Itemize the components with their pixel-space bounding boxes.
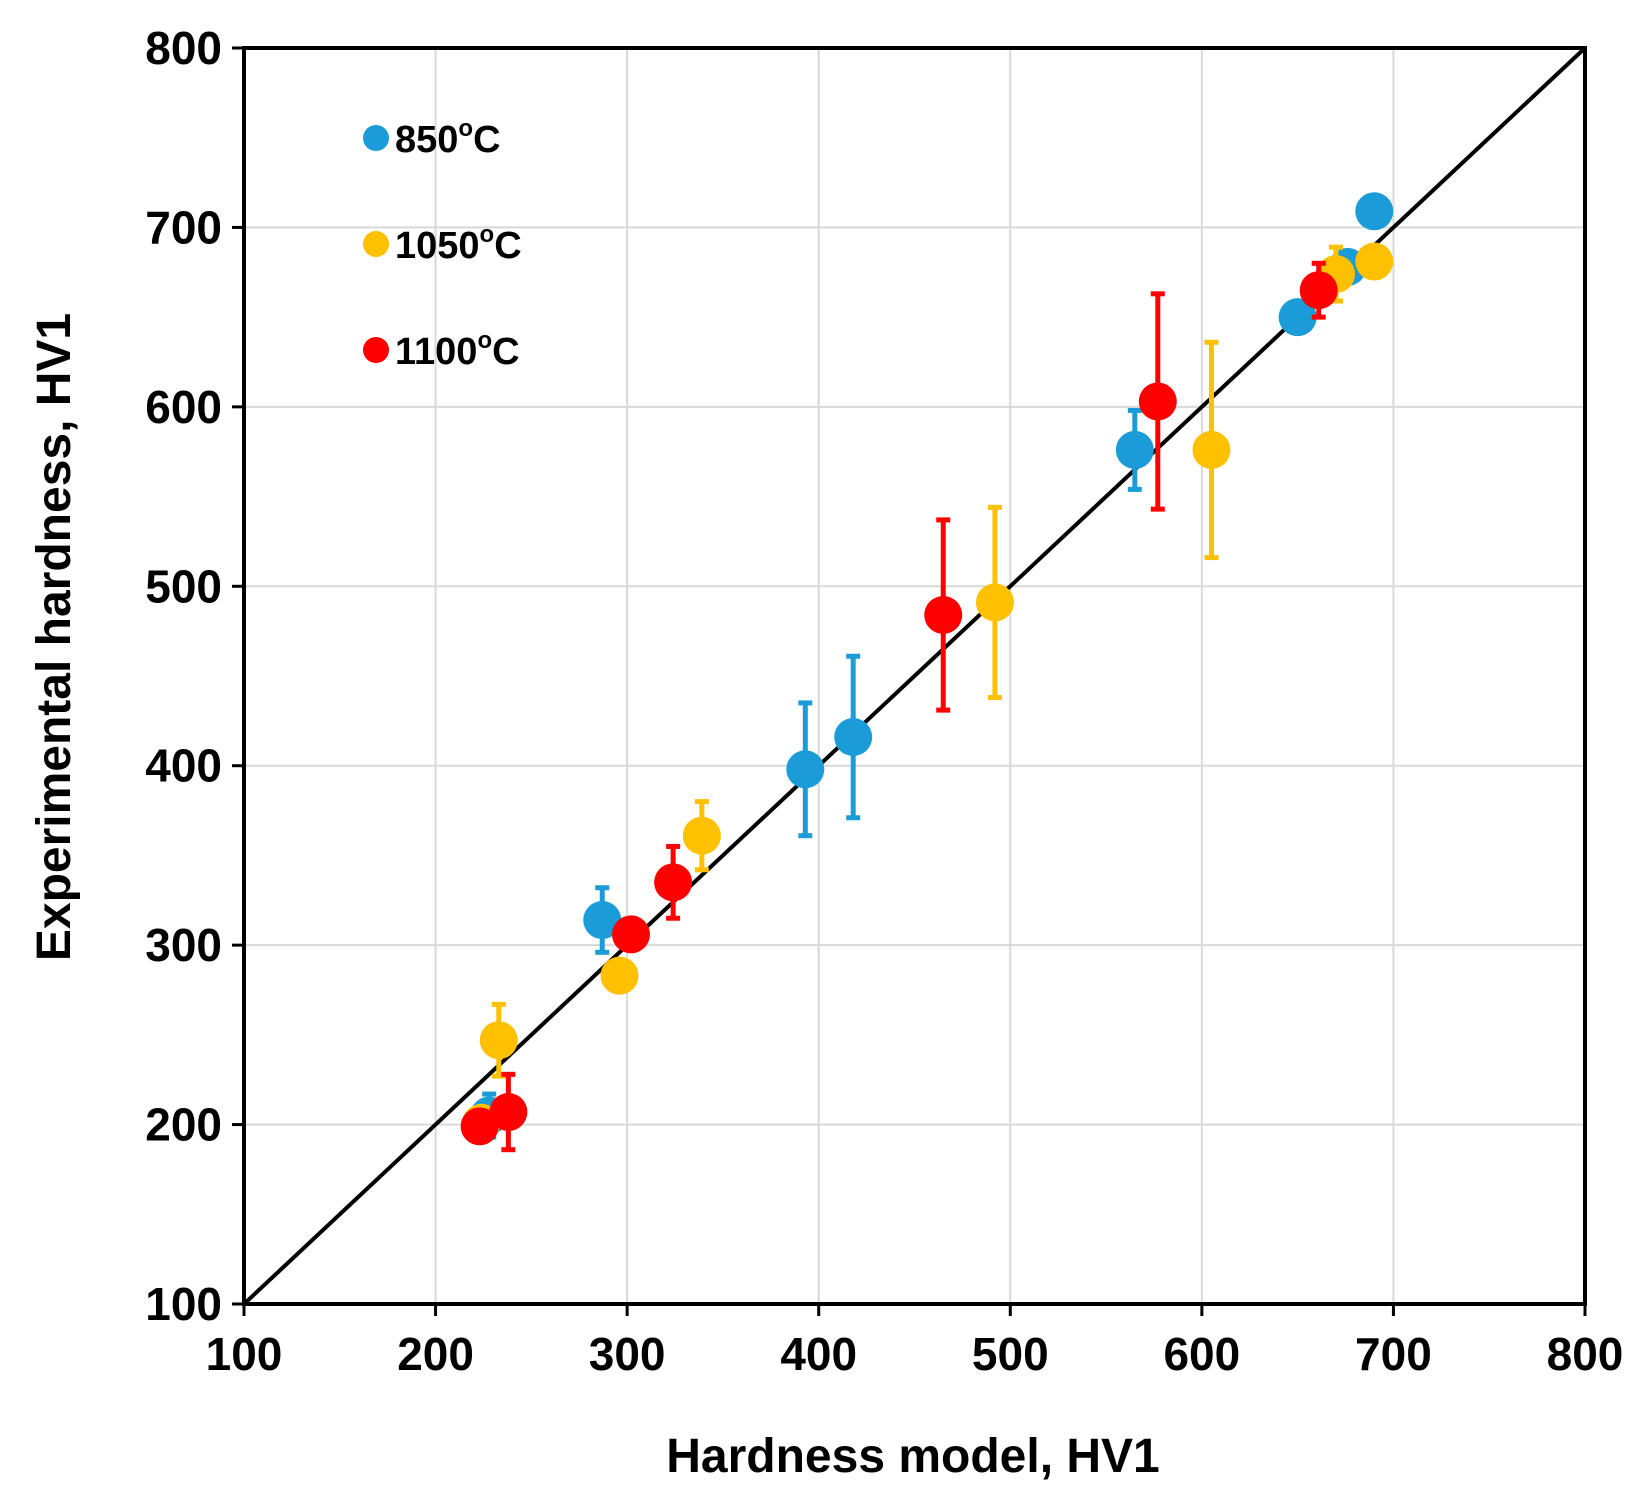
x-tick-label: 100	[206, 1328, 283, 1380]
x-axis-title: Hardness model, HV1	[666, 1430, 1160, 1483]
plot-frame	[232, 46, 1587, 1316]
plot-border	[242, 46, 1587, 1306]
x-tick-label: 500	[972, 1328, 1049, 1380]
y-tick-label: 200	[145, 1099, 222, 1151]
grid	[244, 48, 1585, 1304]
x-tick-label: 700	[1355, 1328, 1432, 1380]
x-tick-label: 600	[1163, 1328, 1240, 1380]
y-tick-label: 600	[145, 381, 222, 433]
y-tick-label: 300	[145, 919, 222, 971]
series-1050-point	[479, 1021, 518, 1060]
legend-marker-1100	[363, 337, 389, 363]
series-group	[460, 192, 1394, 1153]
series-1050-point	[600, 956, 639, 995]
series-850-point	[834, 718, 873, 757]
x-tick-label: 800	[1547, 1328, 1624, 1380]
legend: 850oC 1050oC 1100oC	[363, 115, 522, 373]
series-1050-point	[975, 583, 1014, 622]
series-850-point	[1115, 430, 1154, 469]
series-1100-point	[611, 915, 650, 954]
series-850-point	[583, 901, 622, 940]
series-850-point	[1278, 298, 1317, 337]
x-tick-labels: 100 200 300 400 500 600 700 800	[206, 1328, 1624, 1380]
y-tick-label: 700	[145, 201, 222, 253]
y-axis-title: Experimental hardness, HV1	[28, 313, 81, 961]
series-1050-point	[1355, 242, 1394, 281]
x-tick-label: 300	[589, 1328, 666, 1380]
x-tick-label: 200	[397, 1328, 474, 1380]
y-tick-label: 800	[145, 22, 222, 74]
legend-marker-850	[363, 125, 389, 151]
series-1100-point	[460, 1107, 499, 1146]
series-850-point	[1355, 192, 1394, 231]
series-1100-point	[654, 863, 693, 902]
y-tick-label: 100	[145, 1278, 222, 1330]
x-tick-label: 400	[780, 1328, 857, 1380]
series-1100-point	[1138, 382, 1177, 421]
series-850-point	[786, 750, 825, 789]
series-1100-point	[924, 595, 963, 634]
series-1100-point	[489, 1093, 528, 1132]
series-1100-point	[1299, 271, 1338, 310]
legend-label-850: 850oC	[395, 115, 501, 161]
legend-marker-1050	[363, 231, 389, 257]
series-1050-point	[1192, 430, 1231, 469]
y-tick-label: 400	[145, 740, 222, 792]
legend-label-1100: 1100oC	[395, 327, 520, 373]
y-tick-labels: 100 200 300 400 500 600 700 800	[145, 22, 222, 1330]
series-1050-point	[682, 816, 721, 855]
legend-label-1050: 1050oC	[395, 221, 522, 267]
y-tick-label: 500	[145, 560, 222, 612]
